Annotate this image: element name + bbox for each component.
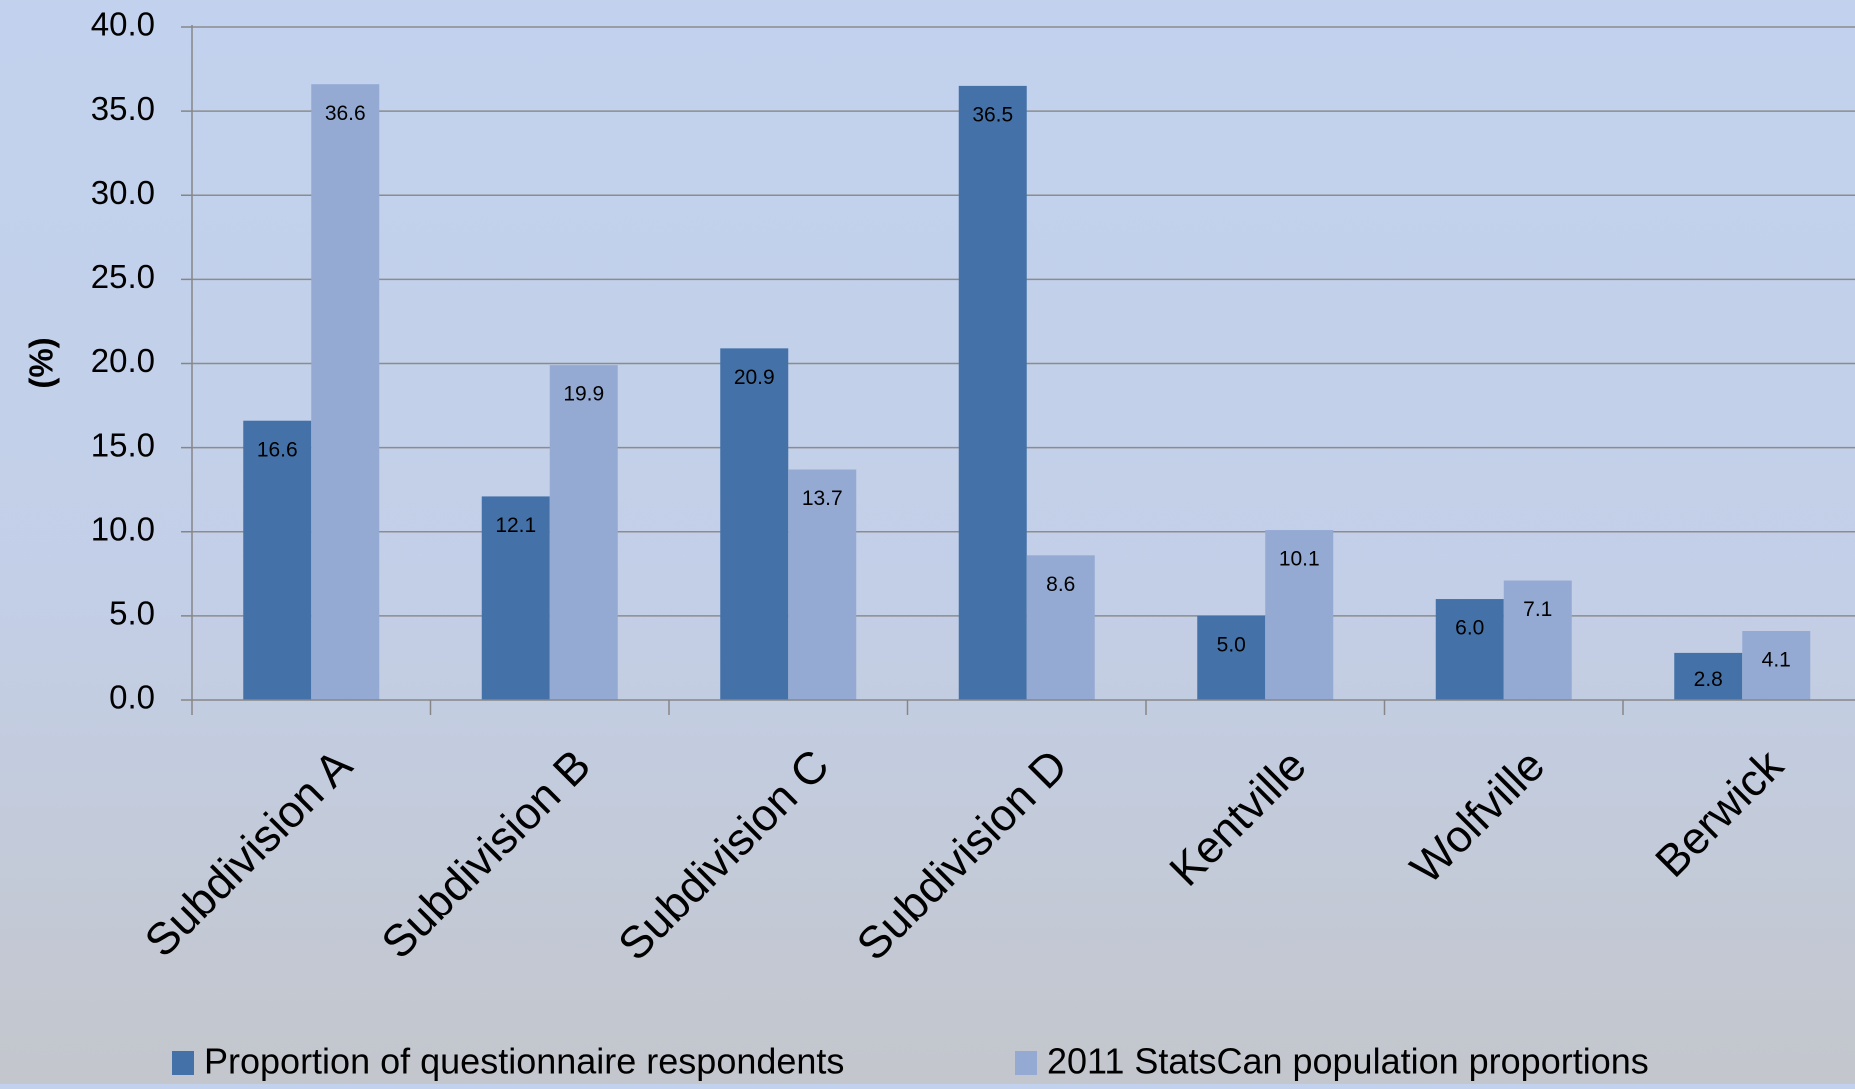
data-label: 10.1 [1279,548,1320,571]
data-label: 20.9 [734,366,775,389]
bar-statscan [1026,555,1095,700]
y-axis-title: (%) [23,337,60,388]
data-label: 36.5 [972,103,1013,126]
y-tick-label: 5.0 [109,595,155,632]
bar-respondents [958,85,1027,700]
y-tick-label: 0.0 [109,679,155,716]
data-label: 7.1 [1523,598,1552,621]
x-category-label: Subdivision A [135,739,362,966]
bar-respondents [720,348,789,700]
bars: 16.6 36.6 12.1 19.9 20.9 13.7 36.5 8.6 5.0 10.1 6.… [243,84,1811,700]
bar-statscan [311,84,380,700]
data-label: 5.0 [1217,633,1246,656]
data-label: 13.7 [802,487,843,510]
legend-swatch [1015,1051,1037,1075]
data-label: 19.9 [563,383,604,406]
bar-respondents [243,420,312,700]
legend: Proportion of questionnaire respondents 2… [172,1041,1649,1082]
x-category-label: Berwick [1645,739,1793,887]
x-category-label: Subdivision D [847,739,1078,970]
bar-statscan [1503,580,1572,700]
y-tick-label: 40.0 [91,6,155,43]
y-tick-label: 30.0 [91,174,155,211]
y-tick-label: 25.0 [91,258,155,295]
bar-statscan [788,469,857,700]
y-tick-label: 20.0 [91,342,155,379]
legend-swatch [172,1051,194,1075]
y-tick-label: 35.0 [91,90,155,127]
data-label: 6.0 [1455,617,1484,640]
bar-respondents [1435,599,1504,700]
bar-respondents [481,496,550,700]
legend-entry-label: Proportion of questionnaire respondents [204,1041,844,1082]
bar-respondents [1674,652,1743,700]
data-label: 8.6 [1046,573,1075,596]
data-label: 16.6 [257,438,298,461]
y-tick-label: 10.0 [91,510,155,547]
legend-entry-label: 2011 StatsCan population proportions [1047,1041,1649,1082]
x-category-label: Subdivision C [608,739,839,970]
data-label: 4.1 [1762,649,1791,672]
bar-respondents [1197,615,1266,700]
data-label: 12.1 [495,514,536,537]
data-label: 2.8 [1694,668,1723,691]
bar-statscan [1265,530,1334,700]
bar-statscan [549,365,618,700]
data-label: 36.6 [325,102,366,125]
y-tick-label: 15.0 [91,426,155,463]
x-category-label: Wolfville [1400,739,1554,893]
bar-statscan [1742,631,1811,700]
x-category-label: Kentville [1159,739,1315,895]
x-category-label: Subdivision B [371,739,600,968]
